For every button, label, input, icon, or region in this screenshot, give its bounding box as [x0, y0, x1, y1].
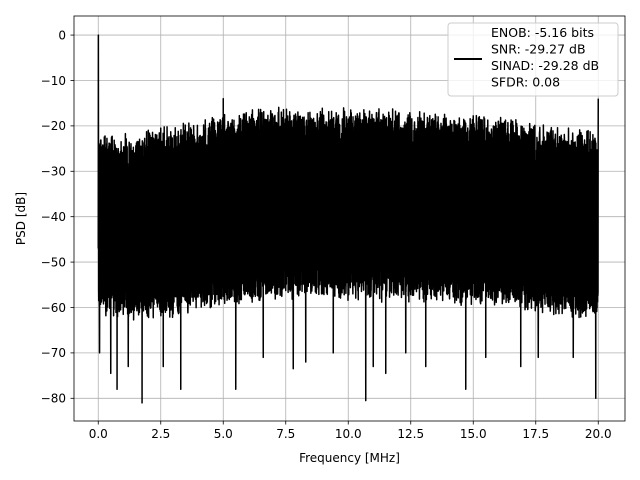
x-tick-label-8: 20.0 [585, 427, 612, 441]
x-tick-label-5: 12.5 [397, 427, 424, 441]
legend: ENOB: -5.16 bits SNR: -29.27 dB SINAD: -29… [447, 22, 619, 97]
x-tick-label-1: 2.5 [151, 427, 170, 441]
legend-line-3: SFDR: 0.08 [491, 75, 560, 90]
y-tick-label-5: −50 [41, 255, 66, 269]
x-tick-label-7: 17.5 [522, 427, 549, 441]
y-tick-label-4: −40 [41, 210, 66, 224]
x-tick-label-6: 15.0 [460, 427, 487, 441]
x-axis-label: Frequency [MHz] [299, 451, 400, 465]
y-tick-label-7: −70 [41, 346, 66, 360]
y-tick-label-2: −20 [41, 119, 66, 133]
legend-line-1: SNR: -29.27 dB [491, 42, 586, 57]
y-axis: 0 −10 −20 −30 −40 −50 −60 −70 −80 [41, 28, 74, 406]
legend-entry-psd: ENOB: -5.16 bits SNR: -29.27 dB SINAD: -29… [491, 25, 599, 90]
y-axis-label: PSD [dB] [14, 192, 28, 245]
y-tick-label-0: 0 [58, 28, 66, 42]
legend-line-0: ENOB: -5.16 bits [491, 25, 594, 40]
y-tick-label-1: −10 [41, 74, 66, 88]
y-tick-label-3: −30 [41, 165, 66, 179]
x-tick-label-0: 0.0 [89, 427, 108, 441]
x-tick-label-3: 7.5 [276, 427, 295, 441]
y-tick-label-8: −80 [41, 392, 66, 406]
x-tick-label-2: 5.0 [214, 427, 233, 441]
x-tick-label-4: 10.0 [335, 427, 362, 441]
series-line-psd [97, 34, 599, 404]
x-axis: 0.0 2.5 5.0 7.5 10.0 12.5 15.0 17.5 20.0 [89, 421, 612, 441]
y-tick-label-6: −60 [41, 301, 66, 315]
series-layer [97, 34, 599, 404]
plot-frame [73, 15, 626, 422]
legend-box [447, 22, 619, 97]
legend-line-2: SINAD: -29.28 dB [491, 58, 599, 73]
